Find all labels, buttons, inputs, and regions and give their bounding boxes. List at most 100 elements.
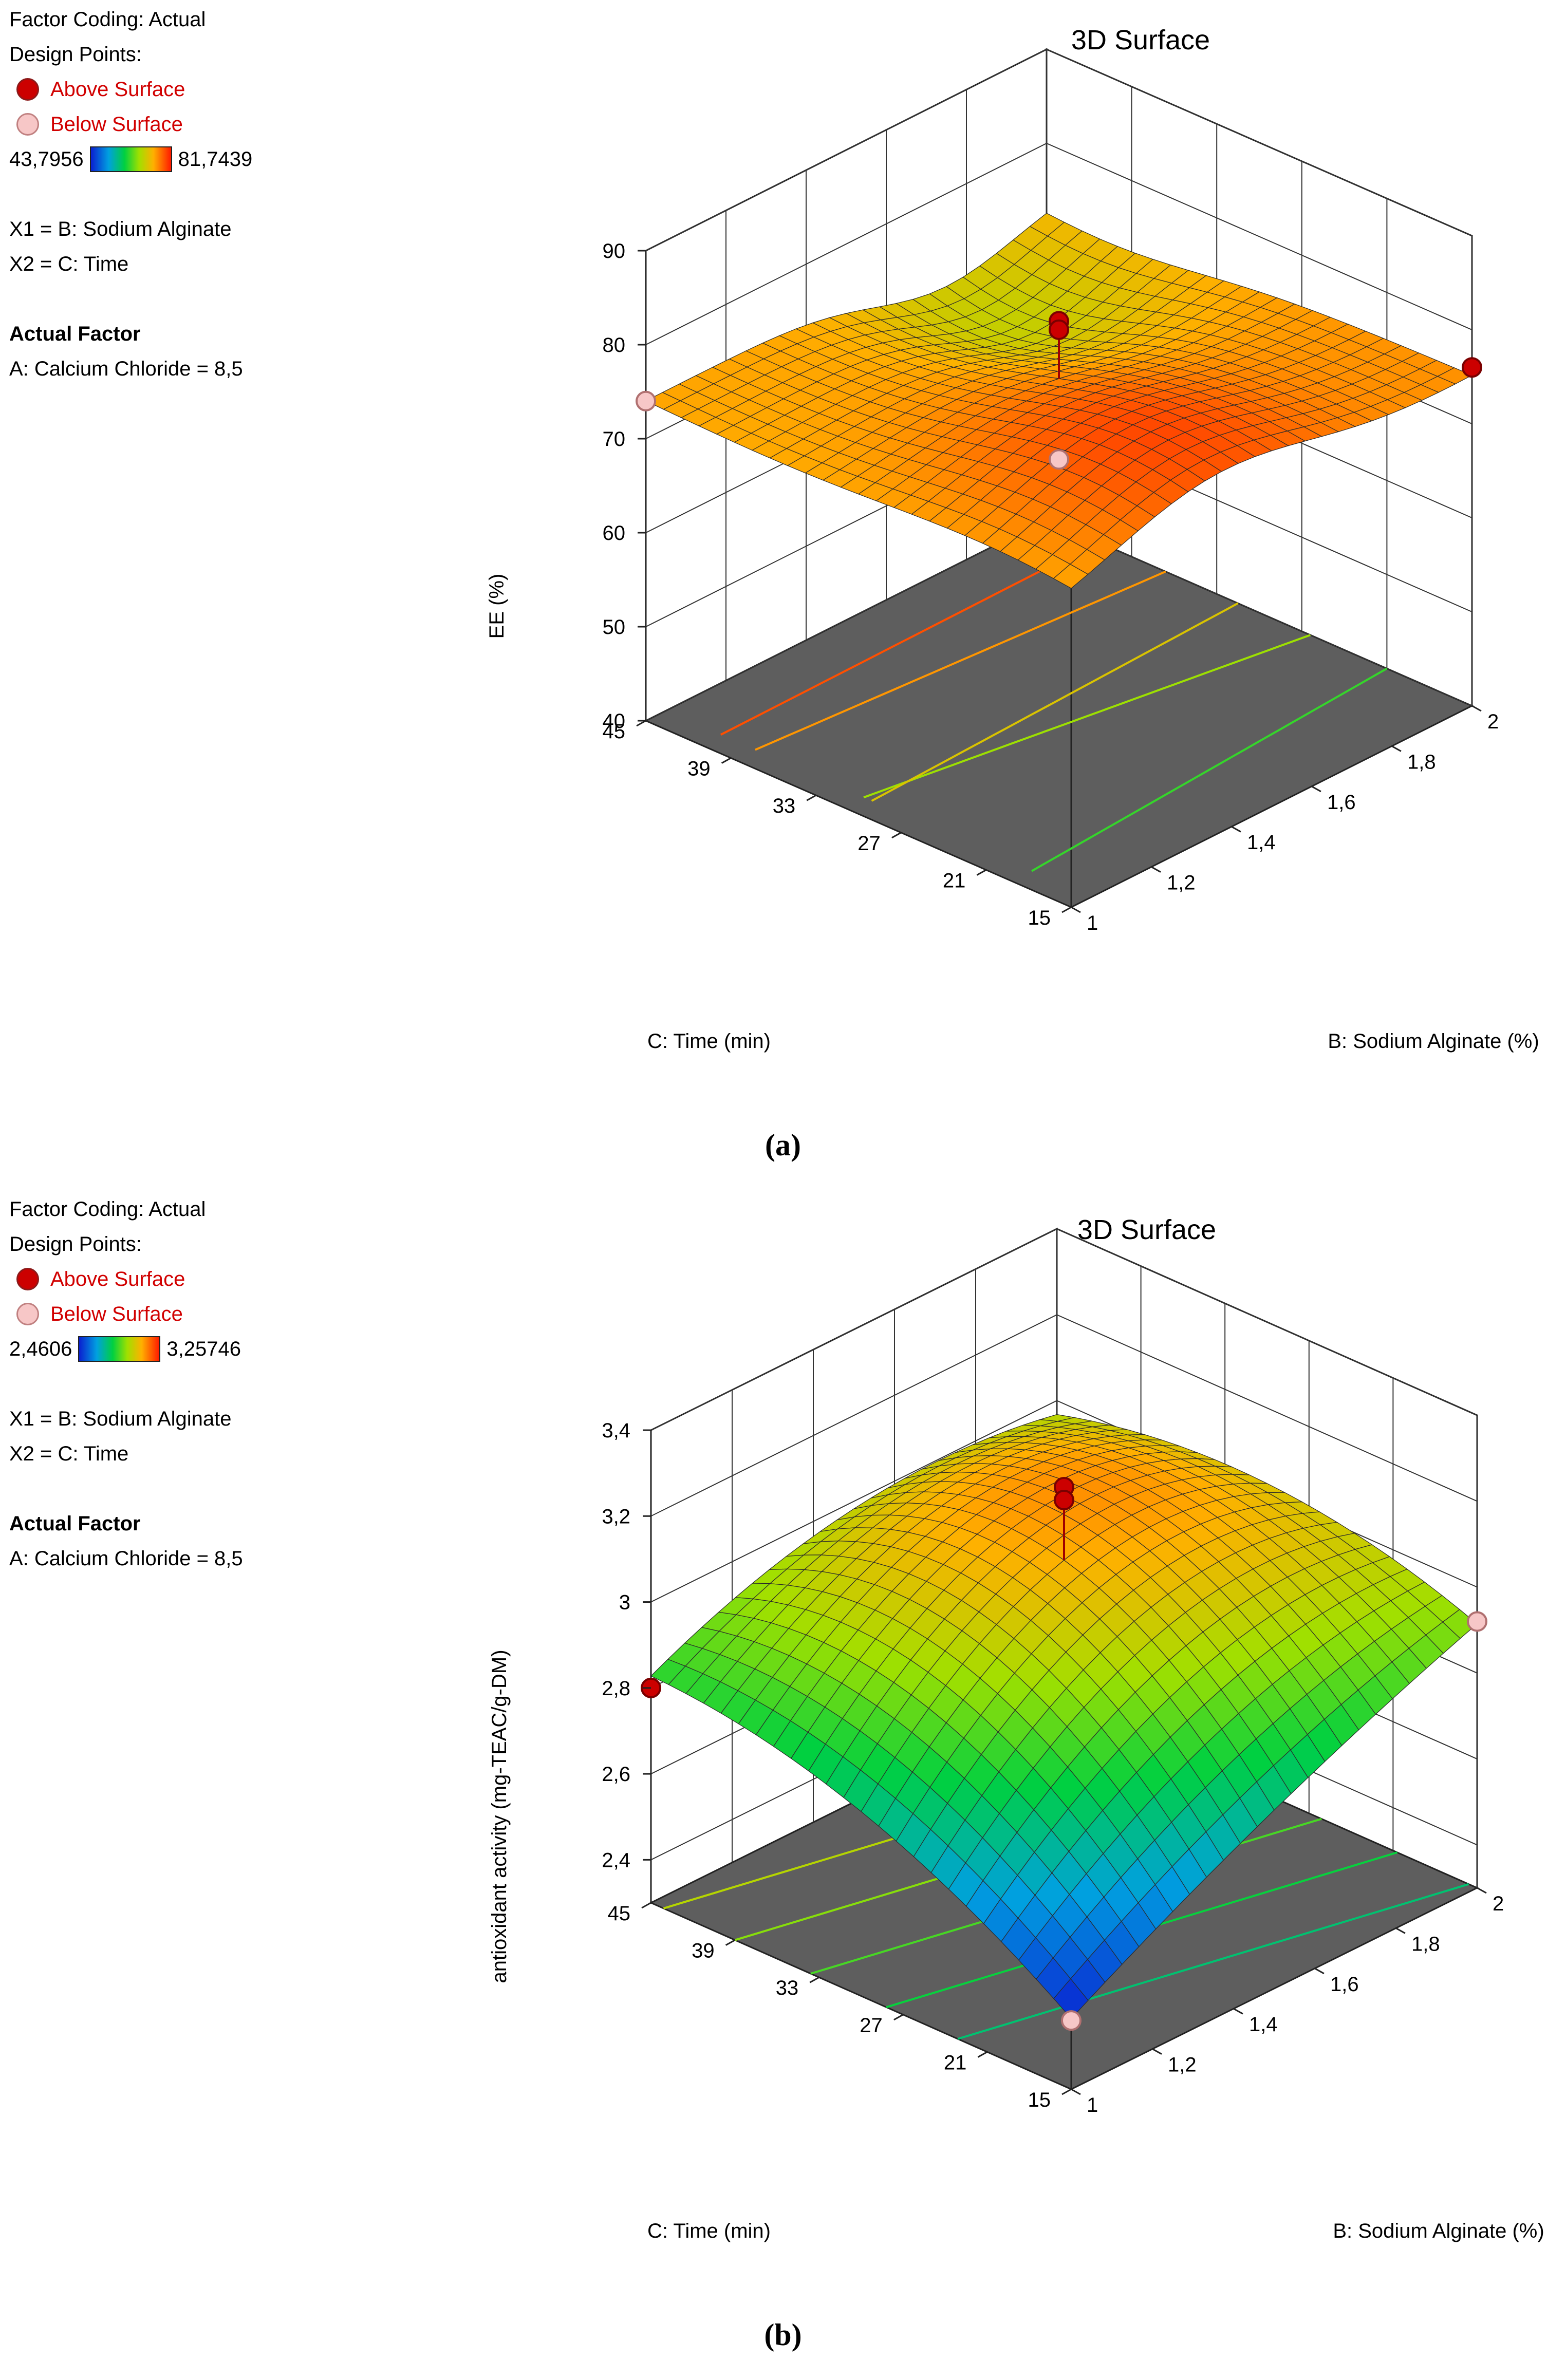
x-tick-label: 1,4	[1247, 831, 1276, 854]
above-surface-label: Above Surface	[50, 78, 185, 101]
caption-a: (a)	[0, 1128, 1566, 1163]
z-tick-label: 90	[603, 240, 626, 263]
z-tick-label: 2,6	[602, 1763, 630, 1786]
color-range: 2,4606 3,25746	[9, 1332, 243, 1366]
x-tick	[1233, 2008, 1243, 2015]
y-tick-label: 27	[857, 832, 881, 855]
x-tick-label: 2	[1487, 710, 1499, 733]
legend-below-surface: Below Surface	[9, 107, 252, 142]
x-tick	[1477, 1887, 1487, 1894]
y-tick	[636, 720, 646, 727]
legend-below-surface: Below Surface	[9, 1297, 243, 1332]
floor-contour-line	[863, 634, 1311, 799]
z-tick-label: 50	[603, 616, 626, 639]
z-axis-label: antioxidant activity (mg-TEAC/g-DM)	[488, 1650, 511, 1983]
z-tick-label: 3,2	[602, 1505, 630, 1528]
y-tick-label: 45	[603, 720, 626, 743]
z-axis-label: EE (%)	[486, 574, 508, 639]
floor-contour-line	[1031, 667, 1388, 872]
above-surface-dot-icon	[16, 78, 39, 101]
x-tick	[1314, 1967, 1325, 1975]
x-tick-label: 1	[1087, 2094, 1098, 2116]
y-tick-label: 21	[944, 2051, 967, 2074]
x-tick	[1391, 745, 1402, 752]
design-point-above	[1049, 319, 1069, 340]
y-tick-label: 15	[1028, 2089, 1051, 2111]
color-bar	[89, 146, 172, 172]
y-tick	[809, 1976, 819, 1983]
y-tick	[1061, 906, 1072, 913]
z-tick-label: 2,8	[602, 1677, 630, 1700]
y-tick-label: 39	[687, 758, 711, 780]
actual-factor-value: A: Calcium Chloride = 8,5	[9, 1547, 243, 1570]
y-tick-label: 33	[776, 1977, 799, 1999]
factor-coding: Factor Coding: Actual	[9, 8, 206, 31]
x-tick-label: 1,6	[1330, 1973, 1359, 1996]
above-surface-dot-icon	[16, 1268, 39, 1290]
panel-a: Factor Coding: Actual Design Points: Abo…	[0, 2, 1566, 1163]
x-tick-label: 1,2	[1167, 872, 1196, 894]
x-axis-label: B: Sodium Alginate (%)	[1328, 1030, 1539, 1053]
y-tick	[721, 757, 732, 764]
legend: Factor Coding: Actual Design Points: Abo…	[9, 2, 252, 386]
color-range-min: 43,7956	[9, 148, 84, 171]
x-tick	[1395, 1927, 1406, 1934]
z-tick-label: 70	[603, 428, 626, 451]
z-tick-label: 3,4	[602, 1419, 630, 1442]
x-tick	[1071, 906, 1081, 913]
design-point-above	[1054, 1490, 1074, 1511]
surface-plot-a: 3D Surface EE (%) C: Time (min) B: Sodiu…	[486, 25, 1539, 1053]
y-axis-label: C: Time (min)	[647, 2220, 771, 2242]
x-tick	[1151, 866, 1161, 873]
y-tick	[725, 1939, 736, 1946]
chart-title: 3D Surface	[1071, 25, 1210, 55]
x-tick	[1071, 2088, 1081, 2095]
z-tick-label: 40	[603, 710, 626, 733]
x-tick	[1311, 785, 1321, 793]
design-points-label: Design Points:	[9, 43, 142, 66]
x-tick-label: 1,4	[1249, 2013, 1278, 2036]
floor-contour-line	[755, 570, 1166, 751]
legend-above-surface: Above Surface	[9, 72, 252, 107]
x-tick-label: 1	[1087, 912, 1098, 934]
y-tick	[976, 869, 987, 876]
y-tick	[977, 2051, 988, 2058]
above-surface-label: Above Surface	[50, 1268, 185, 1290]
y-tick	[641, 1902, 651, 1909]
actual-factor-value: A: Calcium Chloride = 8,5	[9, 358, 243, 380]
x2-definition: X2 = C: Time	[9, 253, 129, 275]
below-surface-label: Below Surface	[50, 1303, 183, 1325]
y-tick	[1061, 2088, 1072, 2095]
x1-definition: X1 = B: Sodium Alginate	[9, 218, 232, 240]
surface-cell	[1053, 564, 1089, 589]
caption-a-text: (a)	[765, 1128, 801, 1162]
design-point-below	[1049, 449, 1069, 470]
surface-mesh	[645, 213, 1473, 589]
x-tick	[1231, 826, 1241, 833]
x1-definition: X1 = B: Sodium Alginate	[9, 1408, 232, 1430]
x-tick-label: 1,8	[1407, 751, 1436, 773]
legend-above-surface: Above Surface	[9, 1262, 243, 1297]
below-surface-dot-icon	[16, 1303, 39, 1325]
z-tick-label: 60	[603, 522, 626, 545]
y-tick-label: 21	[943, 869, 966, 892]
x-tick	[1152, 2048, 1162, 2055]
z-tick-label: 3	[619, 1591, 630, 1614]
y-tick	[891, 832, 902, 839]
color-range-min: 2,4606	[9, 1338, 72, 1360]
z-tick-label: 80	[603, 334, 626, 357]
x2-definition: X2 = C: Time	[9, 1442, 129, 1465]
actual-factor-heading: Actual Factor	[9, 323, 141, 345]
z-tick-label: 2,4	[602, 1849, 630, 1871]
chart-title: 3D Surface	[1077, 1214, 1216, 1245]
color-bar	[78, 1336, 161, 1362]
x-tick-label: 2	[1493, 1892, 1504, 1915]
color-range: 43,7956 81,7439	[9, 142, 252, 177]
legend: Factor Coding: Actual Design Points: Abo…	[9, 1192, 243, 1576]
x-axis-label: B: Sodium Alginate (%)	[1333, 2220, 1544, 2242]
surface-plot-b: 3D Surface antioxidant activity (mg-TEAC…	[488, 1214, 1544, 2242]
design-point-below	[1467, 1611, 1487, 1632]
y-tick-label: 33	[773, 795, 796, 817]
design-points-label: Design Points:	[9, 1233, 142, 1255]
panel-b: Factor Coding: Actual Design Points: Abo…	[0, 1190, 1566, 2379]
